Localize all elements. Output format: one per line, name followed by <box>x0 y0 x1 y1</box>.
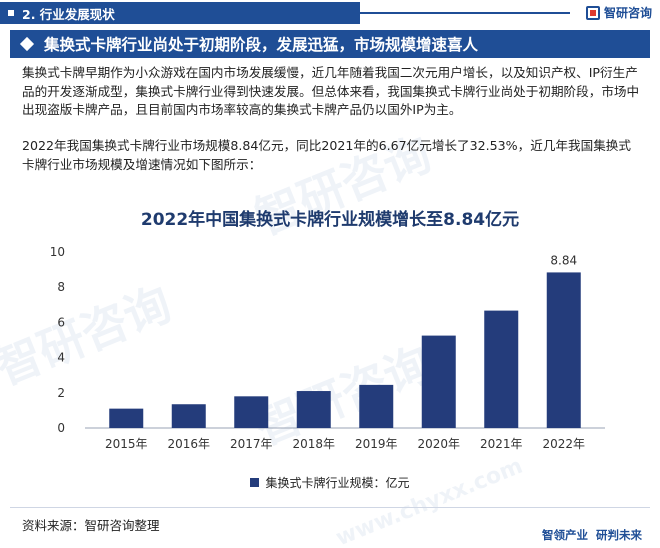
y-tick-label: 0 <box>57 421 65 435</box>
bar <box>421 335 456 428</box>
body-paragraph: 集换式卡牌早期作为小众游戏在国内市场发展缓慢，近几年随着我国二次元用户增长，以及… <box>22 65 640 117</box>
x-tick-label: 2021年 <box>480 437 523 451</box>
section-label: 2. 行业发展现状 <box>0 2 360 24</box>
chart-legend: 集换式卡牌行业规模：亿元 <box>0 474 660 491</box>
y-tick-label: 10 <box>50 245 65 259</box>
footer-logo: 智领产业 研判未来 <box>542 527 642 543</box>
diamond-bullet-icon <box>19 36 35 52</box>
chart-title: 2022年中国集换式卡牌行业规模增长至8.84亿元 <box>140 210 520 230</box>
slide-title-bar: 集换式卡牌行业尚处于初期阶段，发展迅猛，市场规模增速喜人 <box>10 30 650 58</box>
bar <box>296 391 331 428</box>
header-divider <box>360 12 570 14</box>
source-note: 资料来源：智研咨询整理 <box>22 518 160 533</box>
y-tick-label: 6 <box>57 315 65 329</box>
footer-logo-left: 智领产业 <box>542 528 588 542</box>
slide-title: 集换式卡牌行业尚处于初期阶段，发展迅猛，市场规模增速喜人 <box>44 36 479 54</box>
bar-chart: 0 2 4 6 8 10 2015年 2016年 2017年 2018年 2019年 2020年 202… <box>50 245 605 451</box>
square-bullet-icon <box>8 10 14 16</box>
x-tick-label: 2019年 <box>355 437 398 451</box>
top-header: 2. 行业发展现状 智研咨询 <box>0 0 660 26</box>
x-tick-label: 2018年 <box>292 437 335 451</box>
footer-logo-right: 研判未来 <box>596 528 642 542</box>
legend-label: 集换式卡牌行业规模：亿元 <box>265 476 410 490</box>
data-label: 8.84 <box>550 253 577 267</box>
bar <box>484 310 519 428</box>
body-paragraph: 2022年我国集换式卡牌行业市场规模8.84亿元，同比2021年的6.67亿元增… <box>22 138 631 172</box>
brand-logo-text: 智研咨询 <box>603 6 652 20</box>
y-tick-label: 2 <box>57 386 65 400</box>
section-label-text: 2. 行业发展现状 <box>22 6 115 22</box>
legend-swatch <box>250 478 260 487</box>
brand-logo: 智研咨询 <box>585 4 652 21</box>
x-tick-label: 2016年 <box>167 437 210 451</box>
bar <box>171 404 206 428</box>
x-tick-label: 2017年 <box>230 437 273 451</box>
footer-divider <box>10 507 650 508</box>
x-tick-label: 2022年 <box>542 437 585 451</box>
y-tick-label: 4 <box>57 351 65 365</box>
bar <box>109 408 144 428</box>
bar <box>359 384 394 428</box>
x-tick-label: 2015年 <box>105 437 148 451</box>
logo-icon <box>585 5 600 20</box>
bar <box>546 272 581 428</box>
x-tick-label: 2020年 <box>417 437 460 451</box>
y-tick-label: 8 <box>57 280 65 294</box>
bar <box>234 396 269 428</box>
